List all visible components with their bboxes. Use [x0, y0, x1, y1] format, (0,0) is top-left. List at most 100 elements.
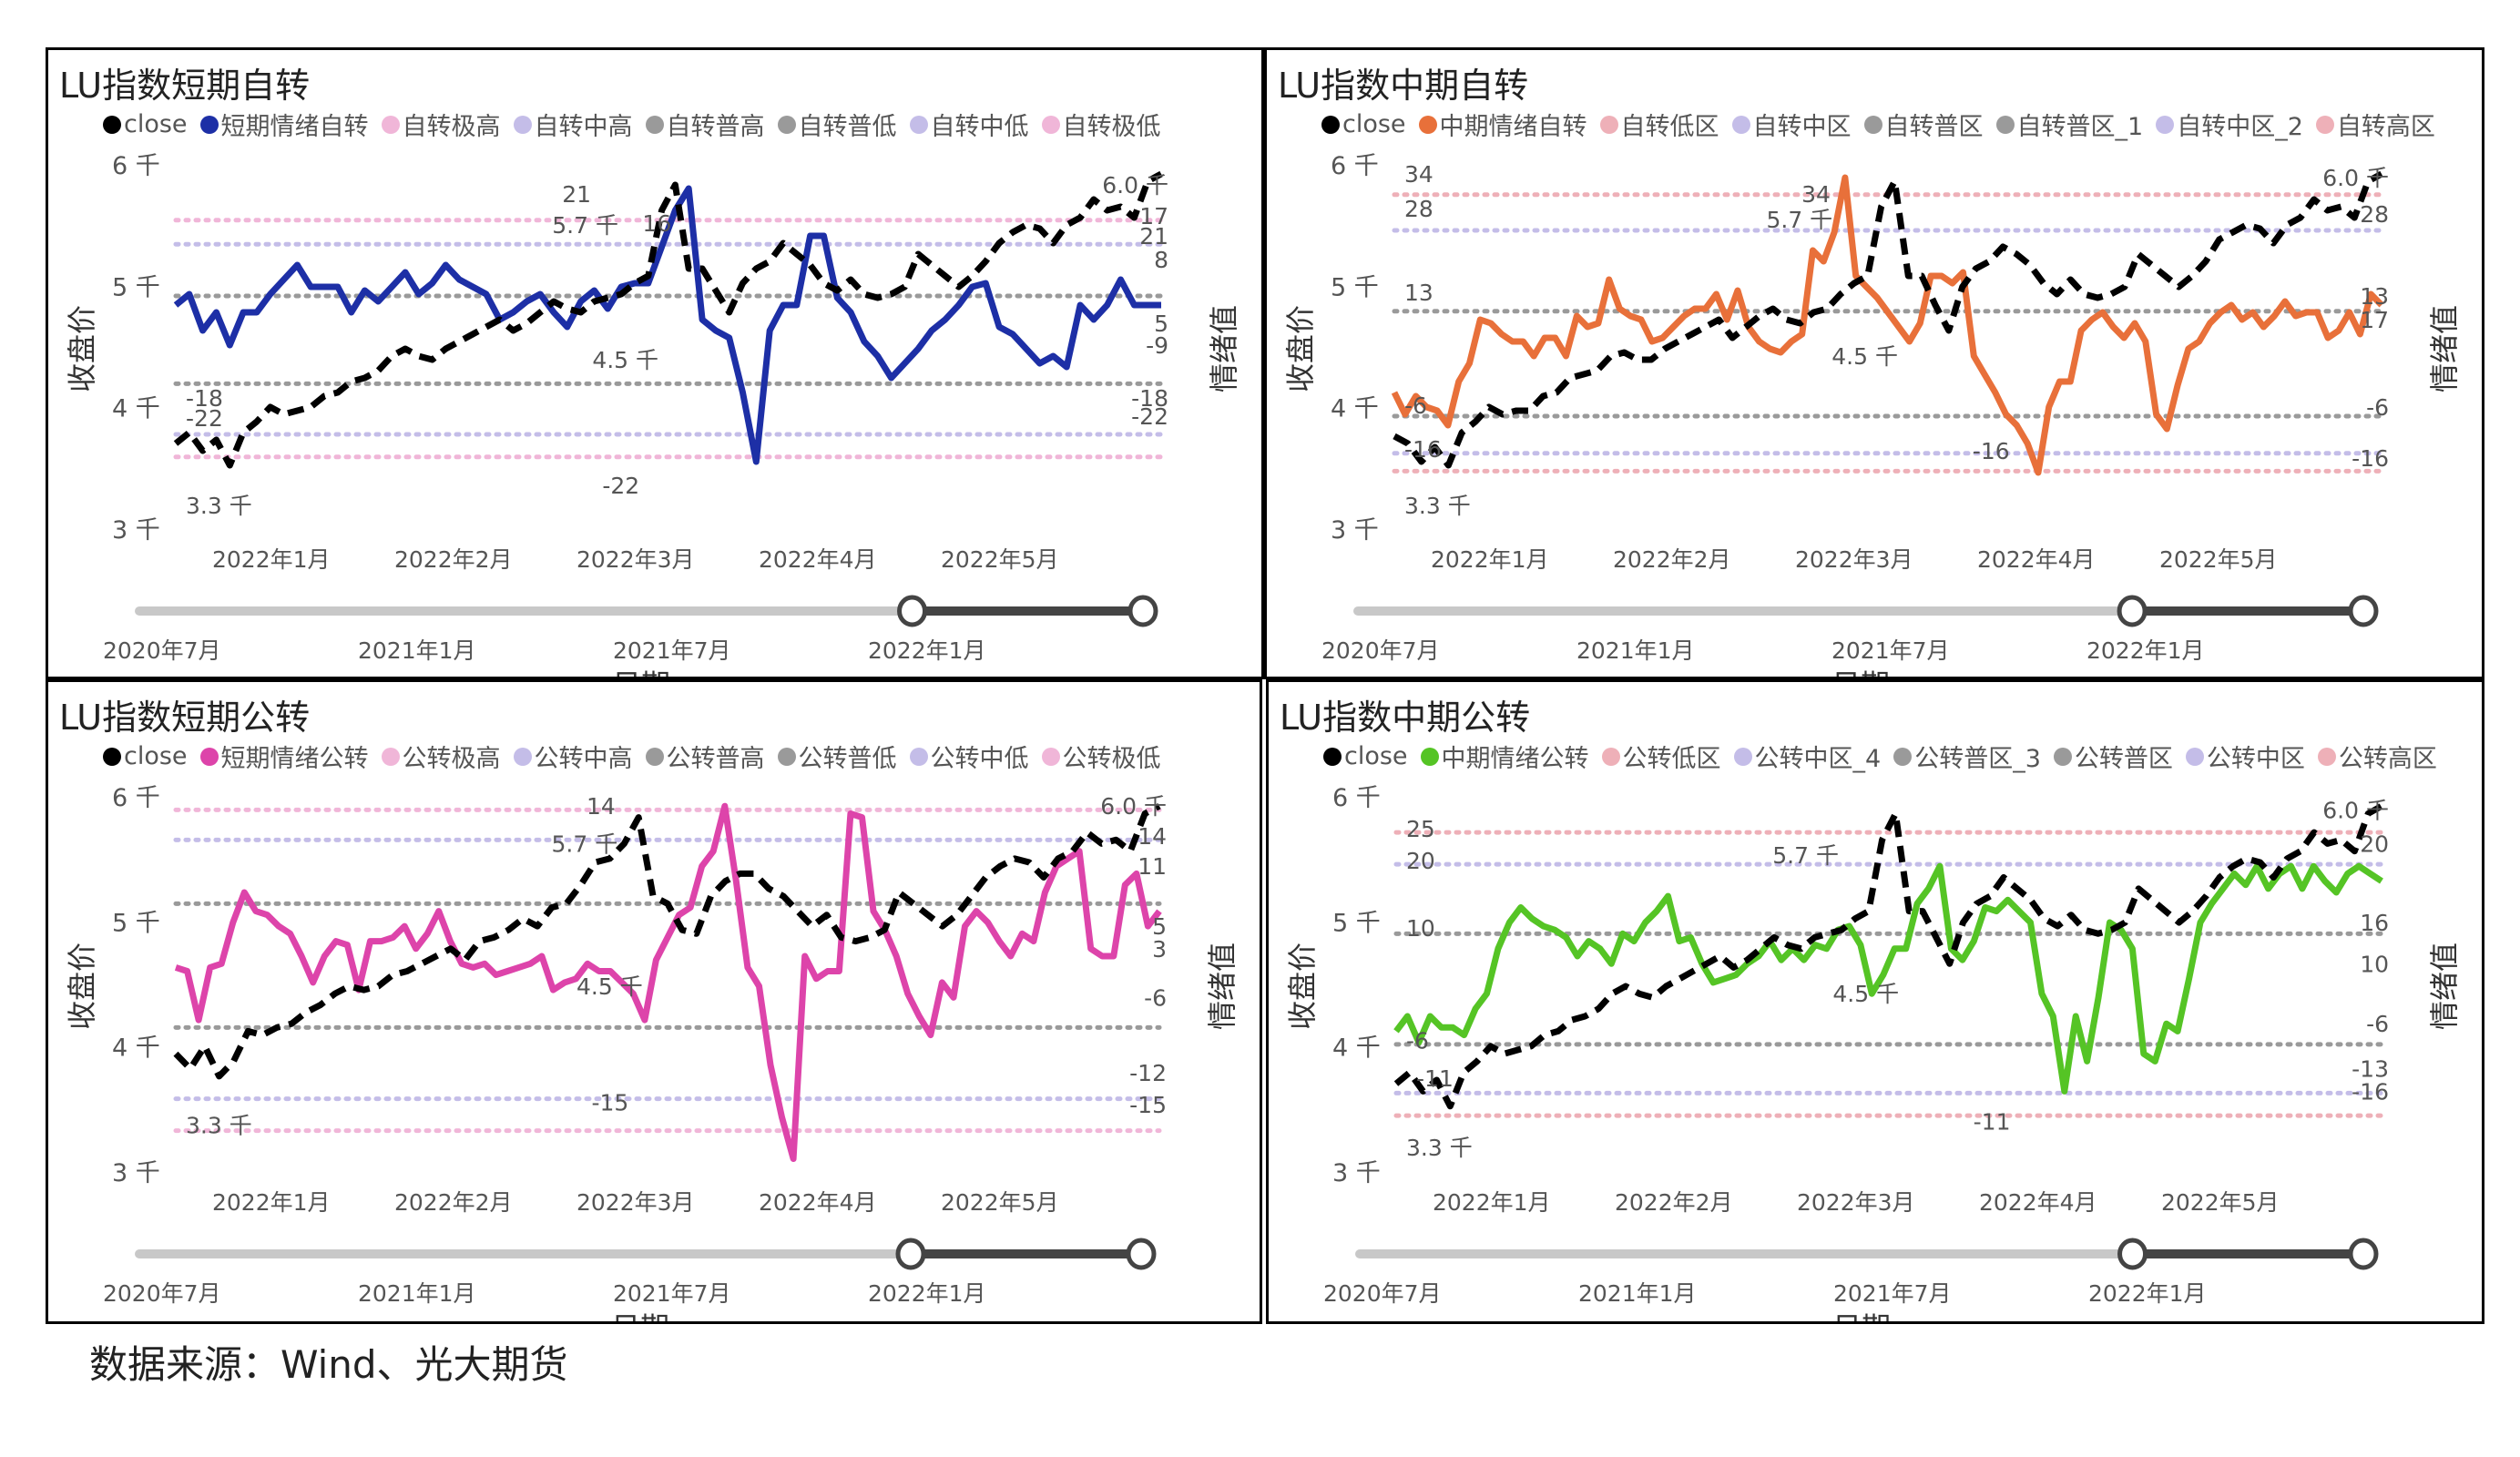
slider-end-handle[interactable]: [2348, 595, 2379, 627]
data-label: -6: [2366, 1011, 2389, 1037]
x-tick-label: 2022年1月: [1433, 1189, 1551, 1216]
slider-start-handle[interactable]: [2117, 595, 2148, 627]
data-label: 17: [2360, 307, 2389, 333]
data-label: 34: [1404, 161, 1433, 188]
line-chart: 6 千 5 千 4 千 3 千 收盘价 情绪值 6.0 千 14 11 53 -6 -12 -15 3.3…: [65, 784, 1240, 1321]
x-tick-label: 2022年1月: [212, 1189, 331, 1216]
legend-item[interactable]: 公转极低: [1041, 739, 1161, 774]
legend-item[interactable]: close: [1321, 107, 1406, 142]
legend-item[interactable]: 自转低区: [1599, 107, 1719, 142]
data-label: 34: [1801, 181, 1831, 208]
data-label: 16: [2360, 910, 2389, 936]
legend-item[interactable]: 自转高区: [2315, 107, 2435, 142]
legend-label: 自转极高: [402, 113, 501, 141]
data-label: 28: [2360, 201, 2389, 228]
legend-item[interactable]: 公转中区: [2185, 739, 2305, 774]
legend-item[interactable]: 自转中区: [1731, 107, 1852, 142]
legend-item[interactable]: 公转中区_4: [1733, 739, 1881, 774]
legend-label: 公转极低: [1062, 745, 1161, 773]
slider-start-handle[interactable]: [895, 1238, 926, 1270]
x-tick-label: 2022年2月: [394, 1189, 513, 1216]
legend-item[interactable]: 公转低区: [1601, 739, 1721, 774]
data-label: 3.3 千: [186, 1112, 252, 1138]
legend-dot-icon: [1893, 747, 1913, 766]
x-tick-label: 2022年3月: [1797, 1189, 1915, 1216]
legend-item[interactable]: close: [103, 107, 188, 142]
legend-label: close: [124, 110, 188, 138]
y-tick-label: 5 千: [112, 273, 160, 301]
legend-label: 短期情绪公转: [220, 745, 369, 773]
x-axis-title: 日期: [1831, 667, 1890, 677]
slider-end-handle[interactable]: [1127, 595, 1158, 627]
legend-item[interactable]: 自转普区: [1863, 107, 1984, 142]
slider-tick-label: 2020年7月: [103, 1280, 221, 1307]
data-label: 21: [1139, 223, 1168, 250]
legend-item[interactable]: close: [103, 739, 188, 774]
x-tick-label: 2022年3月: [576, 546, 695, 573]
data-label: -6: [1404, 392, 1427, 419]
legend-item[interactable]: 自转极低: [1041, 107, 1161, 142]
legend-item[interactable]: 自转普区_1: [1995, 107, 2143, 142]
data-label: 3.3 千: [1406, 1135, 1473, 1161]
legend-item[interactable]: 自转普高: [645, 107, 765, 142]
legend-dot-icon: [909, 115, 928, 134]
legend-dot-icon: [199, 115, 219, 134]
chart-legend: close 中期情绪自转 自转低区 自转中区 自转普区 自转普区_1 自转中区_2 自转高区: [1321, 107, 2435, 142]
legend-label: 自转高区: [2336, 113, 2435, 141]
data-label: -18: [186, 385, 223, 412]
legend-item[interactable]: 自转普低: [777, 107, 897, 142]
legend-item[interactable]: 自转中低: [909, 107, 1029, 142]
x-tick-label: 2022年4月: [1977, 546, 2096, 573]
y-tick-label: 5 千: [1331, 273, 1379, 301]
data-label: -22: [602, 473, 639, 499]
data-label: 10: [2360, 951, 2389, 977]
legend-label: 自转普区: [1884, 113, 1984, 141]
legend-dot-icon: [645, 747, 664, 766]
legend-item[interactable]: 公转普高: [645, 739, 765, 774]
legend-item[interactable]: 公转高区: [2317, 739, 2437, 774]
legend-dot-icon: [103, 747, 121, 766]
y-axis-title: 收盘价: [1285, 942, 1320, 1030]
legend-item[interactable]: 自转中高: [513, 107, 633, 142]
chart-title: LU指数中期自转: [1278, 66, 1529, 106]
data-label: 14: [587, 793, 616, 820]
legend-label: 公转普低: [798, 745, 897, 773]
slider-start-handle[interactable]: [2117, 1238, 2148, 1270]
x-tick-label: 2022年4月: [759, 546, 877, 573]
legend-label: 自转中区_2: [2177, 113, 2303, 141]
close-price-line: [1393, 170, 2383, 469]
legend-item[interactable]: 中期情绪自转: [1418, 107, 1587, 142]
slider-end-handle[interactable]: [1126, 1238, 1157, 1270]
legend-label: 公转中高: [534, 745, 633, 773]
legend-dot-icon: [2185, 747, 2204, 766]
data-label: 8: [1154, 247, 1168, 273]
legend-item[interactable]: close: [1323, 739, 1408, 774]
slider-tick-label: 2021年7月: [1831, 637, 1950, 664]
x-tick-label: 2022年4月: [1979, 1189, 2097, 1216]
slider-tick-label: 2020年7月: [1321, 637, 1440, 664]
y-axis-title: 收盘价: [1283, 305, 1318, 392]
legend-item[interactable]: 短期情绪公转: [199, 739, 369, 774]
legend-label: 中期情绪公转: [1441, 745, 1589, 773]
data-label: 28: [1404, 196, 1433, 222]
legend-item[interactable]: 公转中高: [513, 739, 633, 774]
legend-item[interactable]: 公转普低: [777, 739, 897, 774]
legend-item[interactable]: 公转普区: [2053, 739, 2173, 774]
chart-legend: close 中期情绪公转 公转低区 公转中区_4 公转普区_3 公转普区 公转中区 公转高区: [1323, 739, 2437, 774]
legend-item[interactable]: 公转普区_3: [1893, 739, 2041, 774]
slider-end-handle[interactable]: [2348, 1238, 2379, 1270]
legend-item[interactable]: 自转中区_2: [2156, 107, 2303, 142]
legend-item[interactable]: 短期情绪自转: [199, 107, 369, 142]
legend-dot-icon: [1041, 747, 1060, 766]
legend-item[interactable]: 公转中低: [909, 739, 1029, 774]
legend-dot-icon: [381, 747, 400, 766]
legend-item[interactable]: 中期情绪公转: [1420, 739, 1589, 774]
legend-item[interactable]: 自转极高: [381, 107, 501, 142]
slider-tick-label: 2020年7月: [1323, 1280, 1442, 1307]
x-tick-label: 2022年1月: [212, 546, 331, 573]
legend-item[interactable]: 公转极高: [381, 739, 501, 774]
slider-start-handle[interactable]: [897, 595, 928, 627]
legend-label: close: [1342, 110, 1406, 138]
data-label: 11: [1138, 853, 1167, 880]
